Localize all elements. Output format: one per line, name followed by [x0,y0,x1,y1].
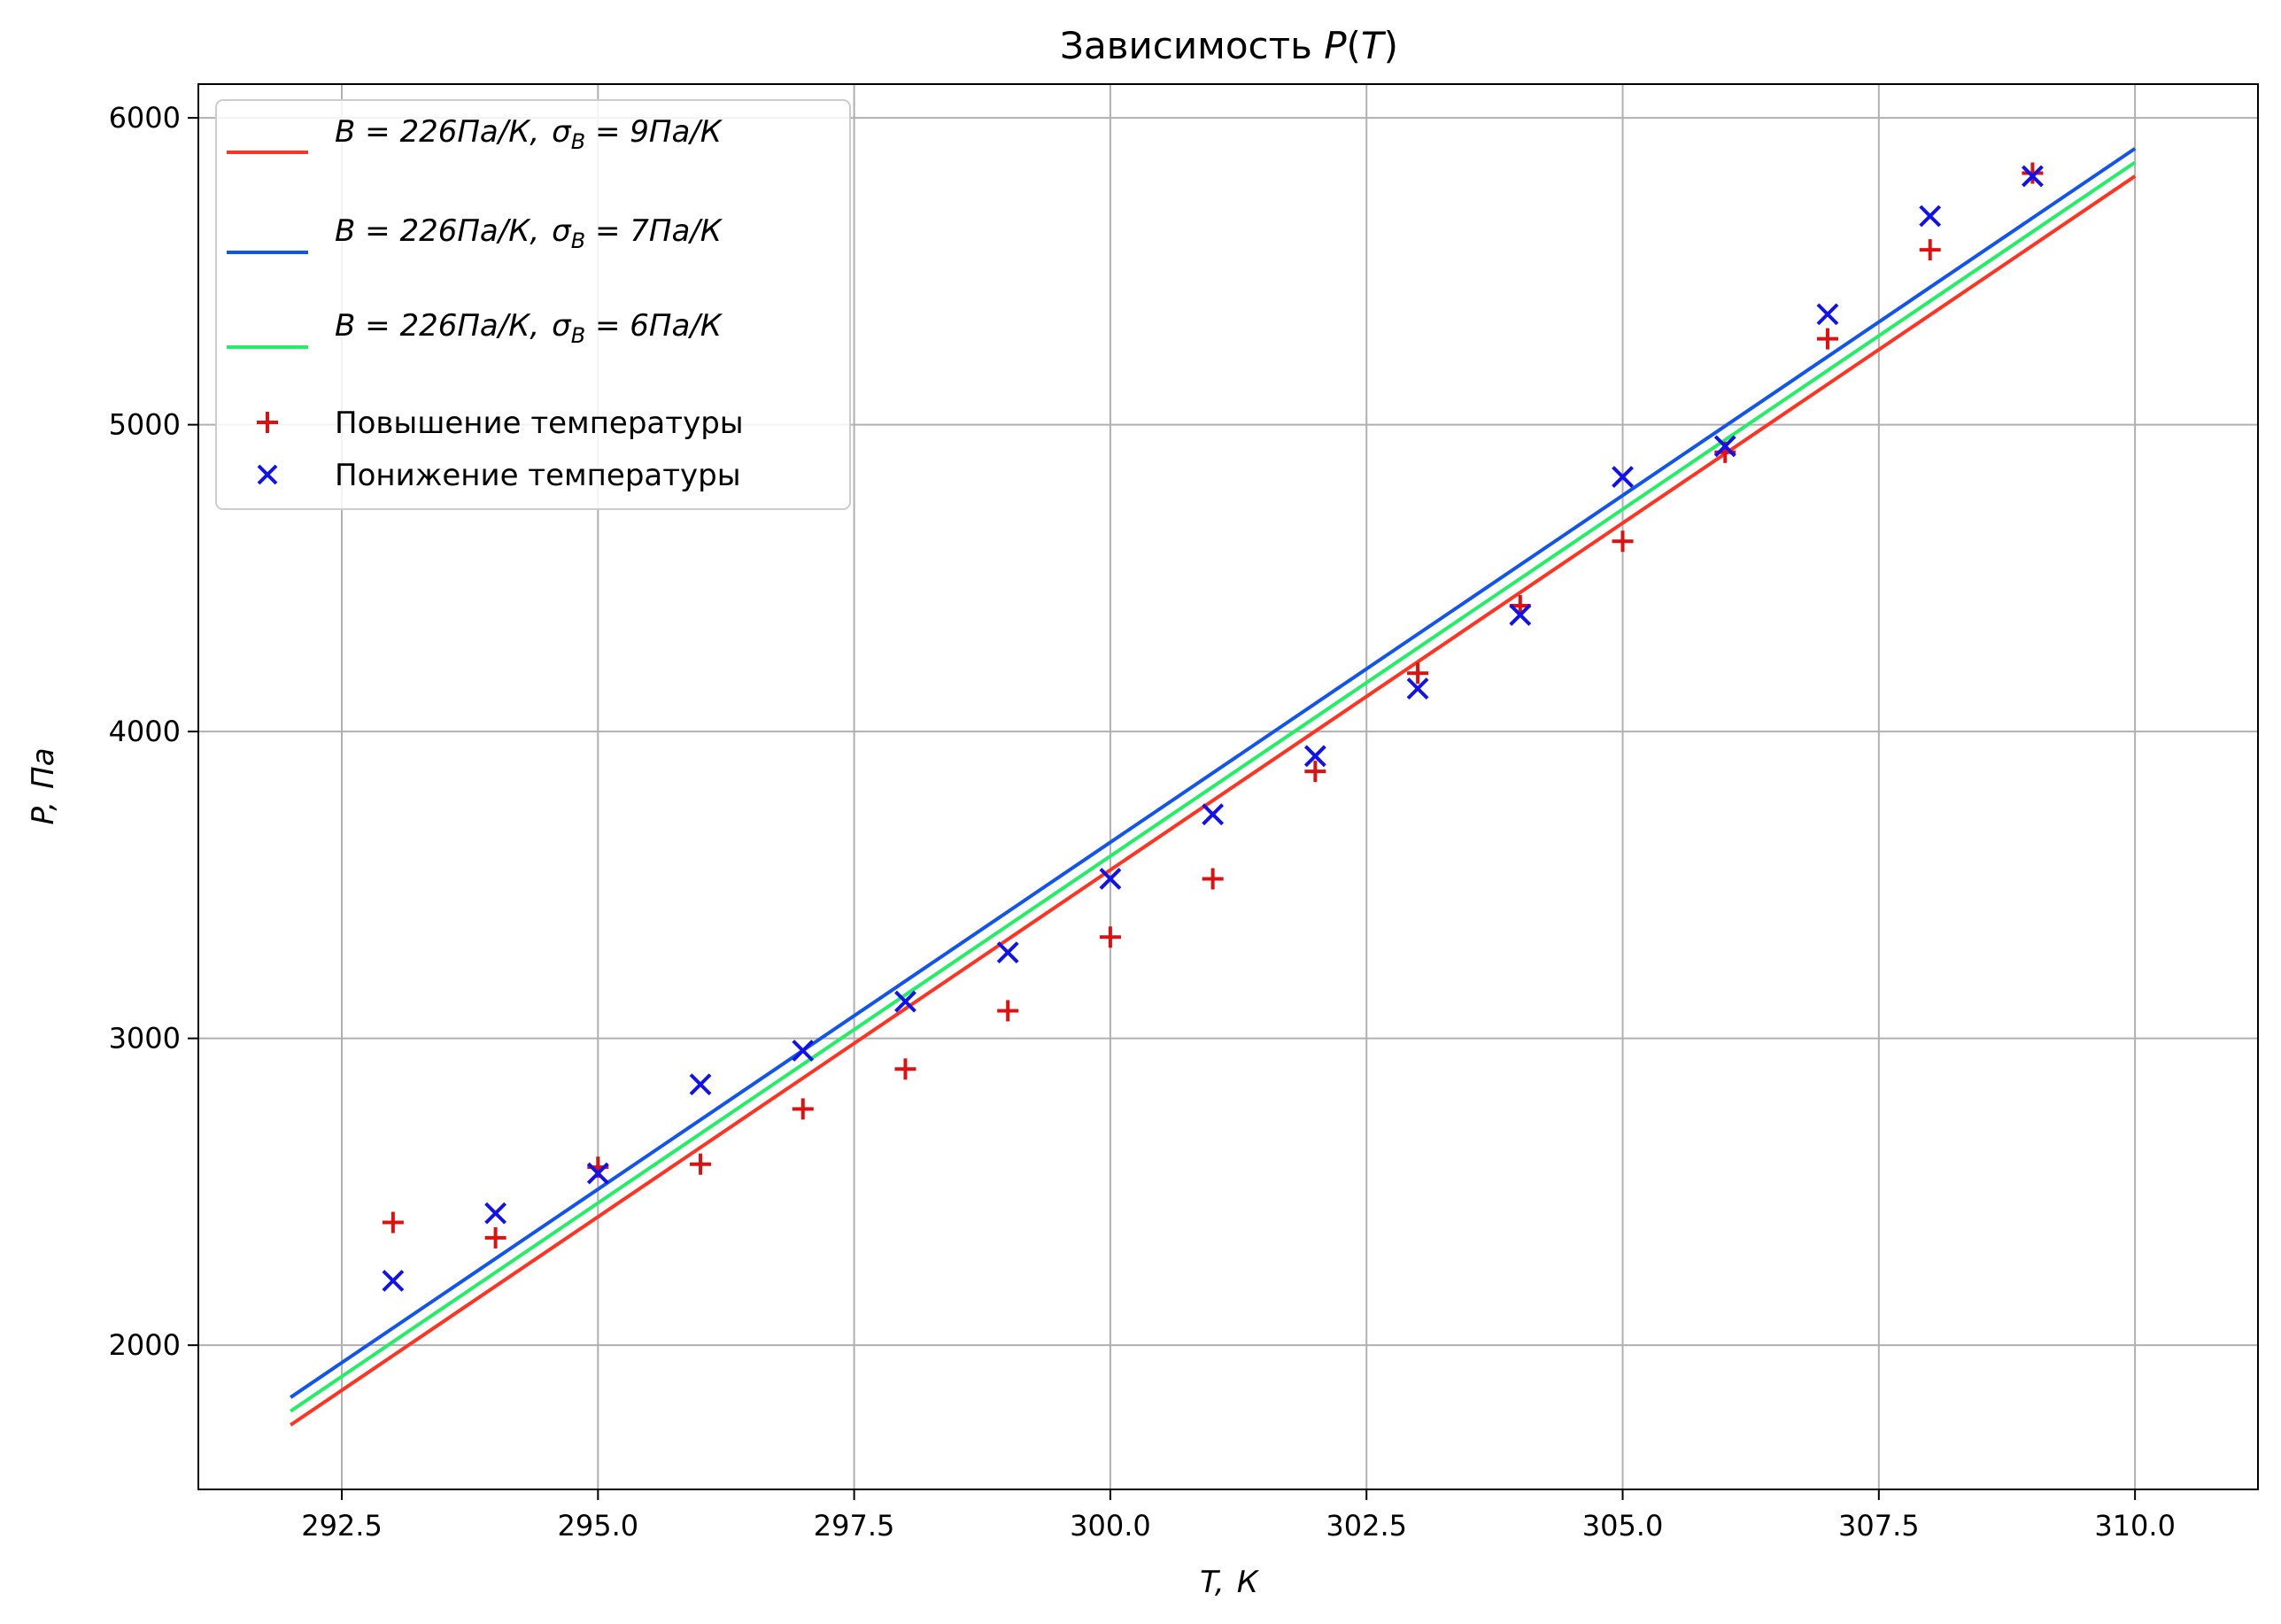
x-tick-label: 307.5 [1838,1509,1920,1543]
x-tick-label: 297.5 [814,1509,895,1543]
plus-marker [894,1058,916,1080]
x-marker [2021,165,2044,188]
chart-title-open-paren: ( [1347,24,1361,67]
plus-marker [690,1153,712,1175]
legend-line-label-2: B = 226Па/К, σB = 7Па/К [335,213,723,253]
plus-marker [2022,162,2044,184]
plus-marker [1919,239,1941,261]
legend-marker-plus [257,412,278,433]
chart-title: Зависимость P(T) [1060,24,1398,67]
x-tick-label: 305.0 [1582,1509,1664,1543]
plus-marker [997,1000,1019,1022]
plus-marker [792,1098,814,1120]
plus-marker [1612,530,1634,553]
legend-scatter-label-1: Повышение температуры [335,406,744,441]
x-tick-label: 292.5 [301,1509,383,1543]
y-axis-label: P,Па [26,747,61,824]
legend-line-label-3: B = 226Па/К, σB = 6Па/К [335,308,723,348]
x-marker [1612,466,1634,488]
legend: B = 226Па/К, σB = 9Па/К B = 226Па/К, σB = … [215,99,851,510]
plus-marker [382,1211,404,1233]
x-axis-ticks: 292.5 295.0 297.5 300.0 302.5 305.0 307.5 310.0 [301,1489,2176,1543]
x-tick-label: 295.0 [558,1509,639,1543]
plus-marker [1816,328,1838,350]
x-tick-label: 302.5 [1326,1509,1407,1543]
y-tick-label: 3000 [109,1022,181,1056]
x-marker [689,1073,712,1096]
plus-marker [1407,662,1429,684]
chart-title-func: P [1324,24,1347,67]
x-marker [1406,677,1429,700]
x-marker [382,1269,405,1292]
legend-marker-x [257,464,278,485]
data-markers [382,162,2044,1292]
fit-line-1 [290,174,2137,1427]
x-marker [1919,205,1942,228]
y-axis-ticks: 2000 3000 4000 5000 6000 [109,101,198,1362]
x-marker [1099,868,1122,890]
x-marker [996,941,1019,964]
chart-title-arg: T [1361,24,1387,67]
plus-marker [1202,868,1224,890]
fit-line-3 [290,160,2137,1413]
x-axis-label: T, К [1200,1565,1260,1600]
axes-frame [197,83,2259,1490]
x-marker [586,1162,609,1185]
chart-title-prefix: Зависимость [1060,24,1312,67]
x-tick-label: 310.0 [2094,1509,2176,1543]
plus-marker [1099,926,1121,948]
legend-scatter-label-2: Понижение температуры [335,458,741,493]
x-marker [1713,435,1736,458]
y-tick-label: 5000 [109,408,181,442]
legend-box [215,99,851,510]
x-tick-label: 300.0 [1070,1509,1151,1543]
grid [198,84,2258,1489]
x-marker [484,1202,507,1225]
fit-line-2 [290,147,2137,1399]
x-marker [894,990,916,1013]
legend-line-label-1: B = 226Па/К, σB = 9Па/К [335,114,723,154]
x-marker [1816,303,1839,326]
x-marker [1509,604,1532,626]
x-marker [792,1040,815,1062]
x-marker [1303,745,1326,768]
plus-marker [1304,761,1326,783]
chart-title-close-paren: ) [1384,24,1398,67]
plus-marker [484,1226,506,1249]
y-tick-label: 4000 [109,715,181,748]
y-tick-label: 6000 [109,101,181,135]
fit-lines [290,147,2137,1427]
y-tick-label: 2000 [109,1328,181,1362]
x-marker [1202,803,1225,826]
